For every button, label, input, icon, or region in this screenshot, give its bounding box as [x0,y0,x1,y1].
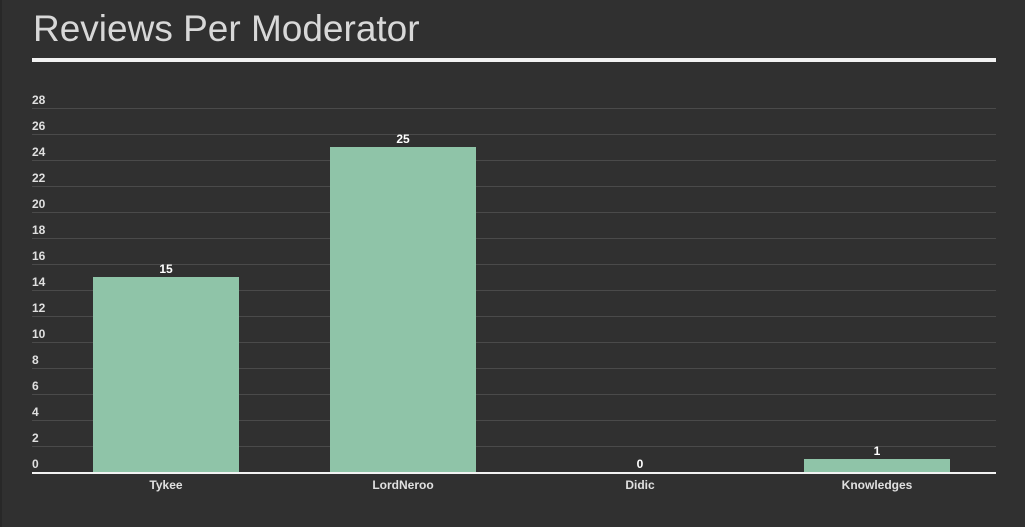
bar-lordneroo [330,147,476,472]
x-category-label: Knowledges [842,478,913,492]
bar-tykee [93,277,239,472]
x-category-label: Tykee [149,478,182,492]
y-tick-label: 20 [32,197,46,211]
y-tick-label: 6 [32,379,39,393]
y-tick-label: 4 [32,405,39,419]
gridlines [32,108,996,447]
data-label-lordneroo: 25 [396,132,410,146]
y-tick-label: 16 [32,249,46,263]
y-tick-label: 14 [32,275,46,289]
x-category-label: LordNeroo [372,478,433,492]
data-label-tykee: 15 [159,262,173,276]
title-divider [32,58,996,62]
data-labels: 15 25 0 1 [159,132,880,471]
y-tick-label: 0 [32,457,39,471]
y-tick-label: 2 [32,431,39,445]
data-label-knowledges: 1 [874,444,881,458]
y-tick-label: 12 [32,301,46,315]
x-axis-categories: Tykee LordNeroo Didic Knowledges [149,478,912,492]
y-tick-label: 8 [32,353,39,367]
panel-edge [0,0,2,527]
bar-knowledges [804,459,950,472]
page-title: Reviews Per Moderator [33,8,420,49]
y-tick-label: 28 [32,93,46,107]
x-category-label: Didic [625,478,655,492]
bars [93,147,950,472]
y-tick-label: 18 [32,223,46,237]
y-tick-label: 24 [32,145,46,159]
y-tick-label: 22 [32,171,46,185]
data-label-didic: 0 [637,457,644,471]
y-tick-label: 10 [32,327,46,341]
y-tick-label: 26 [32,119,46,133]
